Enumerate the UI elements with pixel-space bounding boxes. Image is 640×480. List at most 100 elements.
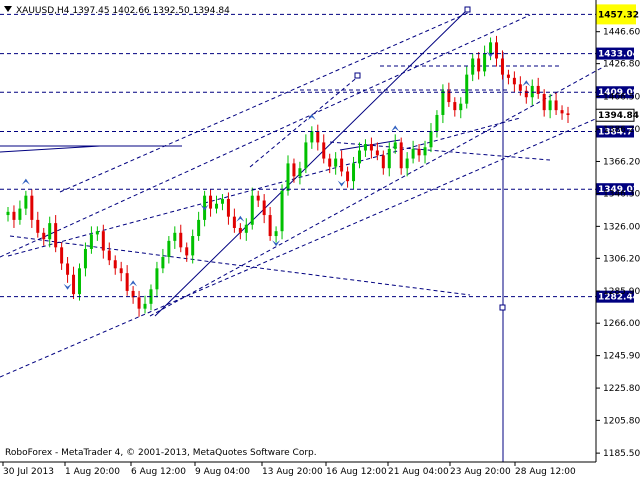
anchor-point: [464, 6, 471, 13]
candle-body: [185, 247, 189, 256]
candle-body: [220, 198, 224, 204]
candle-body: [113, 260, 117, 269]
candle-body: [250, 195, 254, 225]
trend-line: [7, 117, 521, 257]
candle-body: [137, 297, 141, 309]
candle-body: [95, 231, 99, 235]
y-tick-label: 1245.90: [603, 352, 640, 362]
price-label-box: [596, 4, 636, 25]
y-tick-label: 1225.80: [603, 384, 640, 394]
candle-body: [66, 263, 70, 275]
candle-body: [435, 114, 439, 132]
candle-body: [209, 195, 213, 209]
candle-body: [465, 74, 469, 104]
candle-body: [387, 148, 391, 169]
candle-body: [77, 268, 81, 295]
candle-body: [161, 257, 165, 269]
x-tick-label: 9 Aug 04:00: [195, 467, 250, 477]
candle-body: [566, 113, 570, 115]
candle-body: [322, 142, 326, 159]
candle-body: [119, 268, 123, 274]
candle-body: [560, 110, 564, 114]
candle-body: [143, 303, 147, 309]
y-tick-label: 1266.00: [603, 319, 640, 329]
x-tick-label: 1 Aug 20:00: [65, 467, 120, 477]
candle-body: [30, 195, 34, 220]
candle-body: [334, 158, 338, 167]
candle-body: [238, 227, 242, 233]
x-tick-label: 28 Aug 12:00: [515, 467, 576, 477]
y-tick-label: 1285.90: [603, 287, 640, 297]
candles: [6, 35, 570, 317]
candle-body: [381, 155, 385, 169]
candle-body: [310, 131, 314, 143]
price-label: 1394.84: [598, 111, 639, 121]
price-label: 1409.09: [598, 88, 639, 98]
trend-line: [0, 116, 601, 378]
candle-body: [292, 163, 296, 177]
candle-body: [298, 168, 302, 177]
candle-body: [399, 142, 403, 169]
fractal-arrow-icon: [307, 114, 316, 121]
y-tick-label: 1205.80: [603, 416, 640, 426]
x-tick-label: 13 Aug 20:00: [262, 467, 323, 477]
candle-body: [256, 195, 260, 201]
candle-body: [512, 77, 516, 85]
trend-lines: [0, 6, 606, 462]
chart-header: XAUUSD,H4 1397.45 1402.66 1392.50 1394.8…: [16, 6, 230, 16]
candle-body: [447, 90, 451, 103]
trend-line: [0, 145, 101, 153]
fractal-arrow-icon: [129, 280, 138, 287]
candle-body: [83, 248, 87, 269]
candle-body: [167, 240, 171, 258]
candle-body: [530, 85, 534, 98]
candle-body: [542, 94, 546, 111]
price-label-box: [596, 125, 634, 138]
candle-body: [411, 148, 415, 159]
price-label: 1457.32: [598, 10, 639, 20]
candle-body: [262, 200, 266, 216]
candle-body: [369, 144, 373, 151]
triangle-down-icon[interactable]: [4, 6, 12, 12]
candle-body: [506, 74, 510, 78]
candle-body: [36, 219, 40, 233]
price-label: 1384.77: [598, 127, 639, 137]
candle-body: [18, 208, 22, 220]
candle-body: [328, 158, 332, 167]
candle-body: [423, 147, 427, 156]
candle-body: [363, 144, 367, 151]
fractal-arrow-icon: [391, 125, 400, 132]
y-tick-label: 1185.50: [603, 449, 640, 459]
price-label: 1349.02: [598, 185, 639, 195]
trend-line: [249, 74, 361, 168]
price-label: 1433.04: [598, 50, 639, 60]
fractal-arrow-icon: [486, 51, 495, 58]
candle-body: [60, 247, 64, 264]
fractal-arrow-icon: [21, 178, 30, 185]
candle-body: [107, 250, 111, 261]
trend-line: [9, 235, 471, 296]
candle-body: [232, 216, 236, 228]
anchor-point: [499, 304, 506, 311]
candle-body: [500, 58, 504, 75]
y-tick-label: 1426.80: [603, 60, 640, 70]
trend-line: [154, 8, 469, 317]
trend-line: [59, 11, 471, 193]
candle-body: [191, 236, 195, 256]
candle-body: [429, 131, 433, 148]
candle-body: [483, 53, 487, 72]
candle-body: [286, 163, 290, 191]
candle-body: [340, 158, 344, 172]
candle-body: [173, 232, 177, 241]
candle-body: [536, 85, 540, 94]
trend-line: [0, 14, 531, 258]
candle-body: [489, 42, 493, 54]
fractal-arrow-icon: [63, 283, 72, 290]
y-tick-label: 1386.20: [603, 125, 640, 135]
candle-body: [24, 195, 28, 209]
price-label-box: [596, 86, 634, 99]
copyright-text: RoboForex - MetaTrader 4, © 2001-2013, M…: [5, 448, 317, 458]
candle-body: [352, 163, 356, 182]
